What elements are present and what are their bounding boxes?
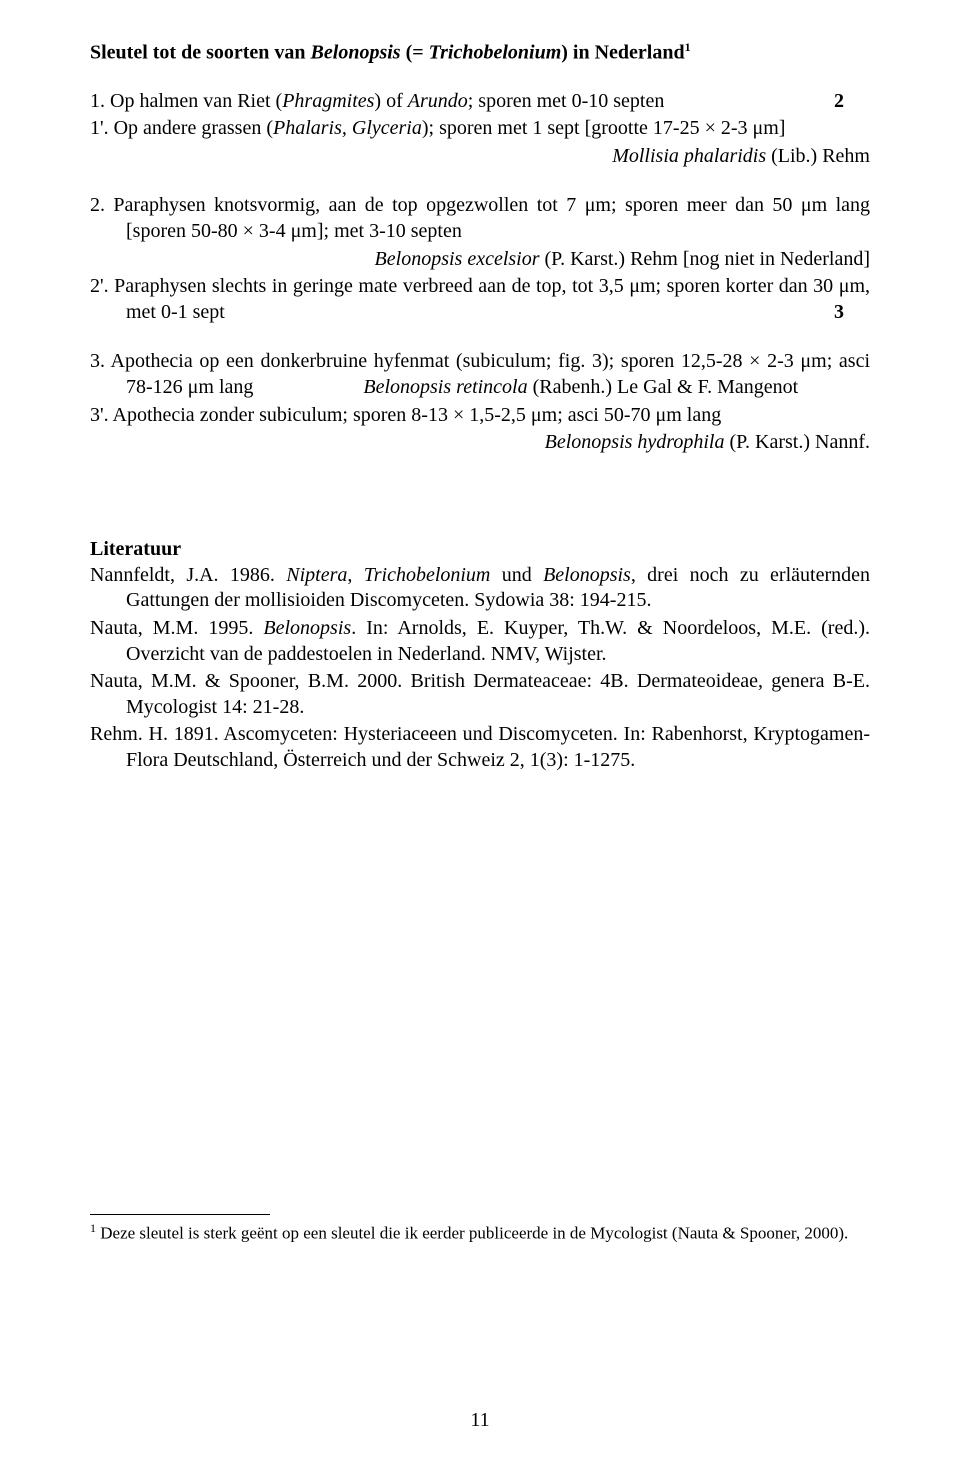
title-genus: Belonopsis: [311, 42, 401, 64]
lit1-i1: Niptera: [286, 564, 347, 586]
key-1b-auth: (Lib.) Rehm: [766, 145, 870, 167]
key-1a: 1. Op halmen van Riet (Phragmites) of Ar…: [90, 89, 870, 115]
key-1a-lead: 1. Op halmen van Riet (: [90, 90, 282, 112]
key-1b-lead: 1'. Op andere grassen (: [90, 117, 273, 139]
lit1-i3: Belonopsis: [543, 564, 631, 586]
page: Sleutel tot de soorten van Belonopsis (=…: [0, 0, 960, 1462]
key-1b-tail: ); sporen met 1 sept [grootte 17-25 × 2-…: [422, 117, 786, 139]
key-3a-auth: (Rabenh.) Le Gal & F. Mangenot: [528, 376, 799, 398]
lit-entry-1: Nannfeldt, J.A. 1986. Niptera, Trichobel…: [90, 563, 870, 614]
key-2a: 2. Paraphysen knotsvormig, aan de top op…: [90, 193, 870, 244]
key-3a-species: Belonopsis retincola: [363, 376, 527, 398]
page-number: 11: [0, 1409, 960, 1432]
key-1a-tail: ; sporen met 0-10 septen: [468, 90, 665, 112]
key-1b-species: Mollisia phalaridis: [612, 145, 766, 167]
lit1-a: Nannfeldt, J.A. 1986.: [90, 564, 286, 586]
lit2-i: Belonopsis: [263, 617, 351, 639]
footnote-text: Deze sleutel is sterk geënt op een sleut…: [96, 1223, 848, 1242]
title-synonym: Trichobelonium: [429, 42, 562, 64]
title-text: Sleutel tot de soorten van: [90, 42, 311, 64]
key-2a-result: Belonopsis excelsior (P. Karst.) Rehm [n…: [90, 247, 870, 273]
key-2a-auth: (P. Karst.) Rehm [nog niet in Nederland]: [540, 248, 870, 270]
key-1b: 1'. Op andere grassen (Phalaris, Glyceri…: [90, 116, 870, 142]
key-2a-text: 2. Paraphysen knotsvormig, aan de top op…: [90, 194, 870, 242]
key-3b-result: Belonopsis hydrophila (P. Karst.) Nannf.: [90, 430, 870, 456]
key-2b-text: 2'. Paraphysen slechts in geringe mate v…: [90, 275, 870, 323]
lit-entry-3: Nauta, M.M. & Spooner, B.M. 2000. Britis…: [90, 669, 870, 720]
key-1a-mid: ) of: [374, 90, 407, 112]
key-1a-host1: Phragmites: [282, 90, 374, 112]
key-3b: 3'. Apothecia zonder subiculum; sporen 8…: [90, 403, 870, 429]
title-footnote-ref: 1: [685, 40, 691, 54]
lit1-i2: Trichobelonium: [364, 564, 491, 586]
key-1a-host2: Arundo: [408, 90, 468, 112]
literature-heading: Literatuur: [90, 538, 870, 561]
lit-entry-2: Nauta, M.M. 1995. Belonopsis. In: Arnold…: [90, 616, 870, 667]
key-3b-auth: (P. Karst.) Nannf.: [724, 431, 870, 453]
document-title: Sleutel tot de soorten van Belonopsis (=…: [90, 40, 870, 65]
footnote: 1 Deze sleutel is sterk geënt op een sle…: [90, 1221, 870, 1244]
title-syn-open: (=: [401, 42, 429, 64]
key-3b-text: 3'. Apothecia zonder subiculum; sporen 8…: [90, 404, 721, 426]
lit1-b: ,: [347, 564, 363, 586]
lit-entry-4: Rehm. H. 1891. Ascomyceten: Hysteriaceee…: [90, 722, 870, 773]
key-3a: 3. Apothecia op een donkerbruine hyfenma…: [90, 349, 870, 400]
key-2a-species: Belonopsis excelsior: [375, 248, 540, 270]
key-1b-result: Mollisia phalaridis (Lib.) Rehm: [90, 144, 870, 170]
key-1b-hosts: Phalaris, Glyceria: [273, 117, 422, 139]
footnote-separator: [90, 1214, 270, 1215]
lit2-a: Nauta, M.M. 1995.: [90, 617, 263, 639]
title-syn-close: ) in Nederland: [561, 42, 684, 64]
lit1-c: und: [490, 564, 543, 586]
key-3b-species: Belonopsis hydrophila: [545, 431, 725, 453]
key-2b: 2'. Paraphysen slechts in geringe mate v…: [90, 274, 870, 325]
